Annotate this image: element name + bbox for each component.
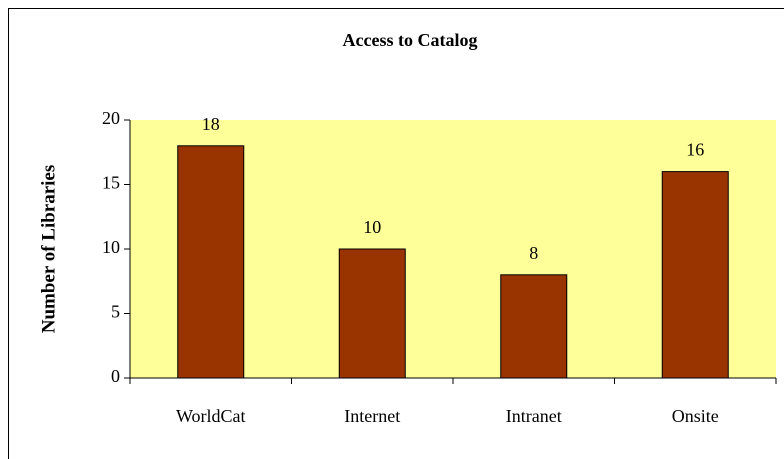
data-label: 8: [529, 243, 538, 263]
bar: [177, 145, 245, 379]
data-label: 10: [363, 217, 381, 237]
bar: [338, 248, 406, 379]
y-tick-label: 0: [111, 366, 120, 386]
data-label: 18: [202, 114, 220, 134]
y-tick-label: 15: [102, 173, 120, 193]
bar: [661, 171, 729, 379]
x-tick-label: WorldCat: [176, 406, 246, 426]
x-tick-label: Onsite: [672, 406, 719, 426]
x-tick-label: Intranet: [506, 406, 562, 426]
y-tick-label: 5: [111, 302, 120, 322]
y-axis-label: Number of Libraries: [38, 165, 59, 334]
bar: [500, 274, 568, 379]
x-tick-label: Internet: [344, 406, 400, 426]
chart-title: Access to Catalog: [343, 30, 478, 50]
y-tick-label: 10: [102, 237, 120, 257]
y-tick-label: 20: [102, 108, 120, 128]
data-label: 16: [686, 140, 704, 160]
